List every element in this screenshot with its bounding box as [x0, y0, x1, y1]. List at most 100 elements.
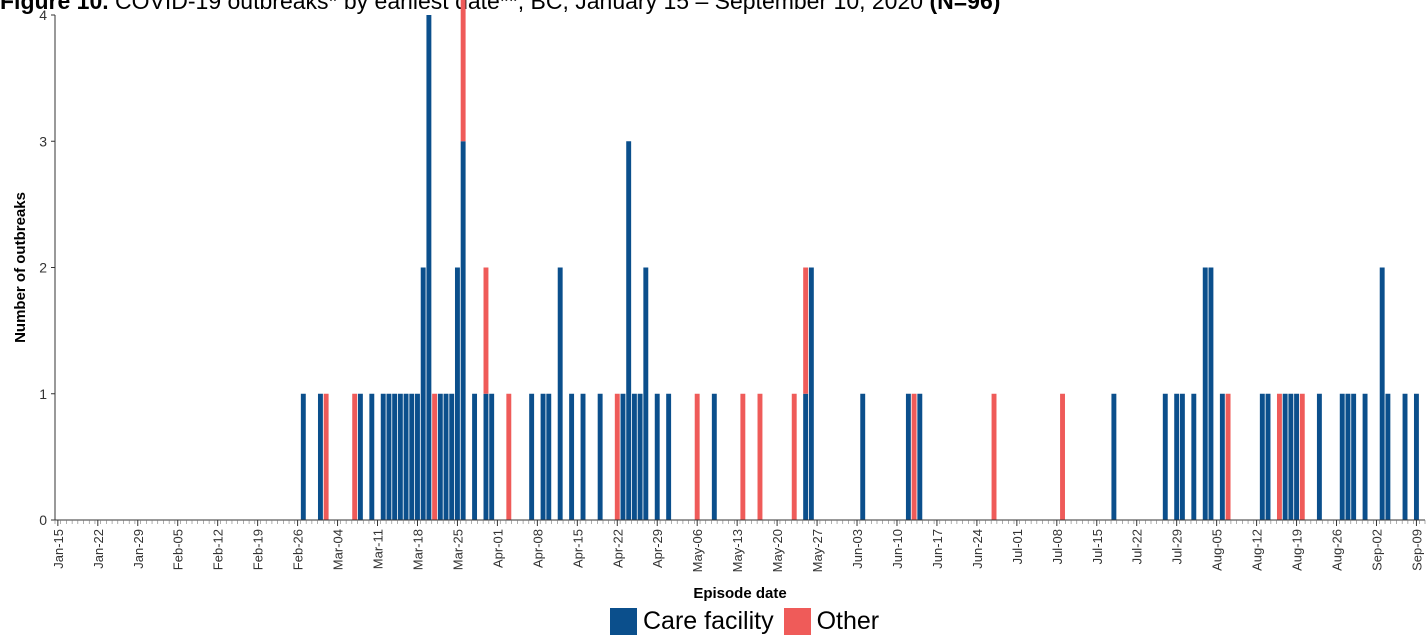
- bar-care-facility: [529, 393, 535, 520]
- bar-care-facility: [654, 393, 660, 520]
- legend-item-other: Other: [783, 606, 880, 636]
- bar-care-facility: [489, 393, 495, 520]
- bar-care-facility: [426, 15, 432, 520]
- bar-other: [991, 393, 997, 520]
- bar-other: [323, 393, 329, 520]
- bar-care-facility: [369, 393, 375, 520]
- bar-other: [911, 393, 917, 520]
- x-tick-label: Sep-02: [1370, 529, 1385, 571]
- legend-label-other: Other: [816, 606, 880, 635]
- bar-care-facility: [1282, 393, 1288, 520]
- bar-other: [1299, 393, 1305, 520]
- bar-care-facility: [420, 267, 426, 520]
- y-tick-label: 4: [39, 7, 47, 23]
- bar-care-facility: [415, 393, 420, 520]
- x-tick-label: Mar-04: [331, 529, 346, 570]
- bar-care-facility: [643, 267, 649, 520]
- bar-care-facility: [631, 393, 637, 520]
- bar-care-facility: [357, 393, 363, 520]
- title-text: COVID-19 outbreaks* by earliest date**, …: [108, 0, 924, 14]
- x-tick-label: May-06: [690, 529, 705, 572]
- x-tick-label: Aug-26: [1330, 529, 1345, 571]
- bar-care-facility: [1294, 393, 1300, 520]
- x-tick-label: Mar-25: [450, 529, 465, 570]
- bar-other: [506, 393, 512, 520]
- bar-care-facility: [300, 393, 306, 520]
- bars-group: [300, 0, 1419, 520]
- bar-care-facility: [1219, 393, 1225, 520]
- bar-care-facility: [449, 393, 455, 520]
- bar-other: [740, 393, 746, 520]
- bar-care-facility: [917, 393, 923, 520]
- x-tick-label: Mar-18: [411, 529, 426, 570]
- bar-other: [791, 393, 797, 520]
- title-bold: Figure 10.: [0, 0, 109, 14]
- x-tick-label: Jun-17: [930, 529, 945, 569]
- x-tick-label: Feb-12: [211, 529, 226, 570]
- outbreak-chart: 0 1 2 3 4 Jan-15 Jan-22 Jan-29 Feb-05 Feb-12 Feb-1…: [12, 0, 1426, 602]
- x-tick-label: Jan-29: [131, 529, 146, 569]
- bar-other: [460, 0, 466, 142]
- x-tick-label: Jul-01: [1010, 529, 1025, 564]
- bar-care-facility: [380, 393, 386, 520]
- bar-care-facility: [637, 393, 643, 520]
- bar-care-facility: [1191, 393, 1197, 520]
- axes-group: 0 1 2 3 4 Jan-15 Jan-22 Jan-29 Feb-05 Feb-12 Feb-1…: [12, 7, 1426, 602]
- bar-care-facility: [1111, 393, 1117, 520]
- bar-care-facility: [569, 393, 575, 520]
- bar-other: [803, 267, 809, 394]
- x-tick-label: Aug-05: [1210, 529, 1225, 571]
- bar-other: [1060, 393, 1065, 520]
- x-tick-label: Feb-05: [171, 529, 186, 570]
- x-tick-label: Jun-24: [970, 529, 985, 569]
- bar-care-facility: [1385, 393, 1391, 520]
- legend: Care facility Other: [610, 604, 889, 638]
- x-tick-label: Jul-22: [1130, 529, 1145, 564]
- bar-care-facility: [397, 393, 403, 520]
- x-tick-label: Sep-09: [1409, 529, 1424, 571]
- bar-other: [694, 393, 700, 520]
- bar-care-facility: [1179, 393, 1185, 520]
- bar-care-facility: [1202, 267, 1208, 520]
- bar-care-facility: [317, 393, 323, 520]
- x-tick-label: Aug-19: [1290, 529, 1305, 571]
- title-n: (N=96): [923, 0, 1001, 14]
- x-axis-title: Episode date: [693, 585, 786, 602]
- bar-care-facility: [392, 393, 398, 520]
- x-tick-label: May-20: [770, 529, 785, 572]
- y-tick-label: 2: [39, 260, 47, 276]
- bar-care-facility: [546, 393, 552, 520]
- x-tick-label: Jan-22: [91, 529, 106, 569]
- x-tick-label: Jun-10: [890, 529, 905, 569]
- x-tick-label: Feb-26: [291, 529, 306, 570]
- bar-care-facility: [620, 393, 626, 520]
- bar-care-facility: [666, 393, 672, 520]
- bar-care-facility: [540, 393, 546, 520]
- bar-care-facility: [626, 141, 632, 520]
- y-tick-label: 1: [39, 386, 47, 402]
- bar-other: [757, 393, 763, 520]
- x-tick-label: Apr-22: [610, 529, 625, 568]
- bar-care-facility: [1402, 393, 1408, 520]
- x-tick-label: Apr-15: [570, 529, 585, 568]
- bar-other: [614, 393, 620, 520]
- bar-care-facility: [483, 393, 489, 520]
- bar-other: [1225, 393, 1231, 520]
- bar-care-facility: [597, 393, 603, 520]
- x-tick-label: May-27: [810, 529, 825, 572]
- x-tick-label: Jun-03: [850, 529, 865, 569]
- x-tick-label: Jan-15: [51, 529, 66, 569]
- x-tick-label: Apr-01: [490, 529, 505, 568]
- bar-care-facility: [580, 393, 586, 520]
- x-tick-label: Apr-29: [650, 529, 665, 568]
- y-tick-label: 0: [39, 512, 47, 528]
- x-tick-label: Aug-12: [1250, 529, 1265, 571]
- y-axis-title: Number of outbreaks: [12, 192, 29, 343]
- y-tick-label: 3: [39, 133, 47, 149]
- bar-care-facility: [905, 393, 911, 520]
- bar-care-facility: [1259, 393, 1265, 520]
- bar-care-facility: [803, 393, 809, 520]
- bar-other: [483, 267, 489, 394]
- bar-care-facility: [386, 393, 392, 520]
- bar-care-facility: [403, 393, 409, 520]
